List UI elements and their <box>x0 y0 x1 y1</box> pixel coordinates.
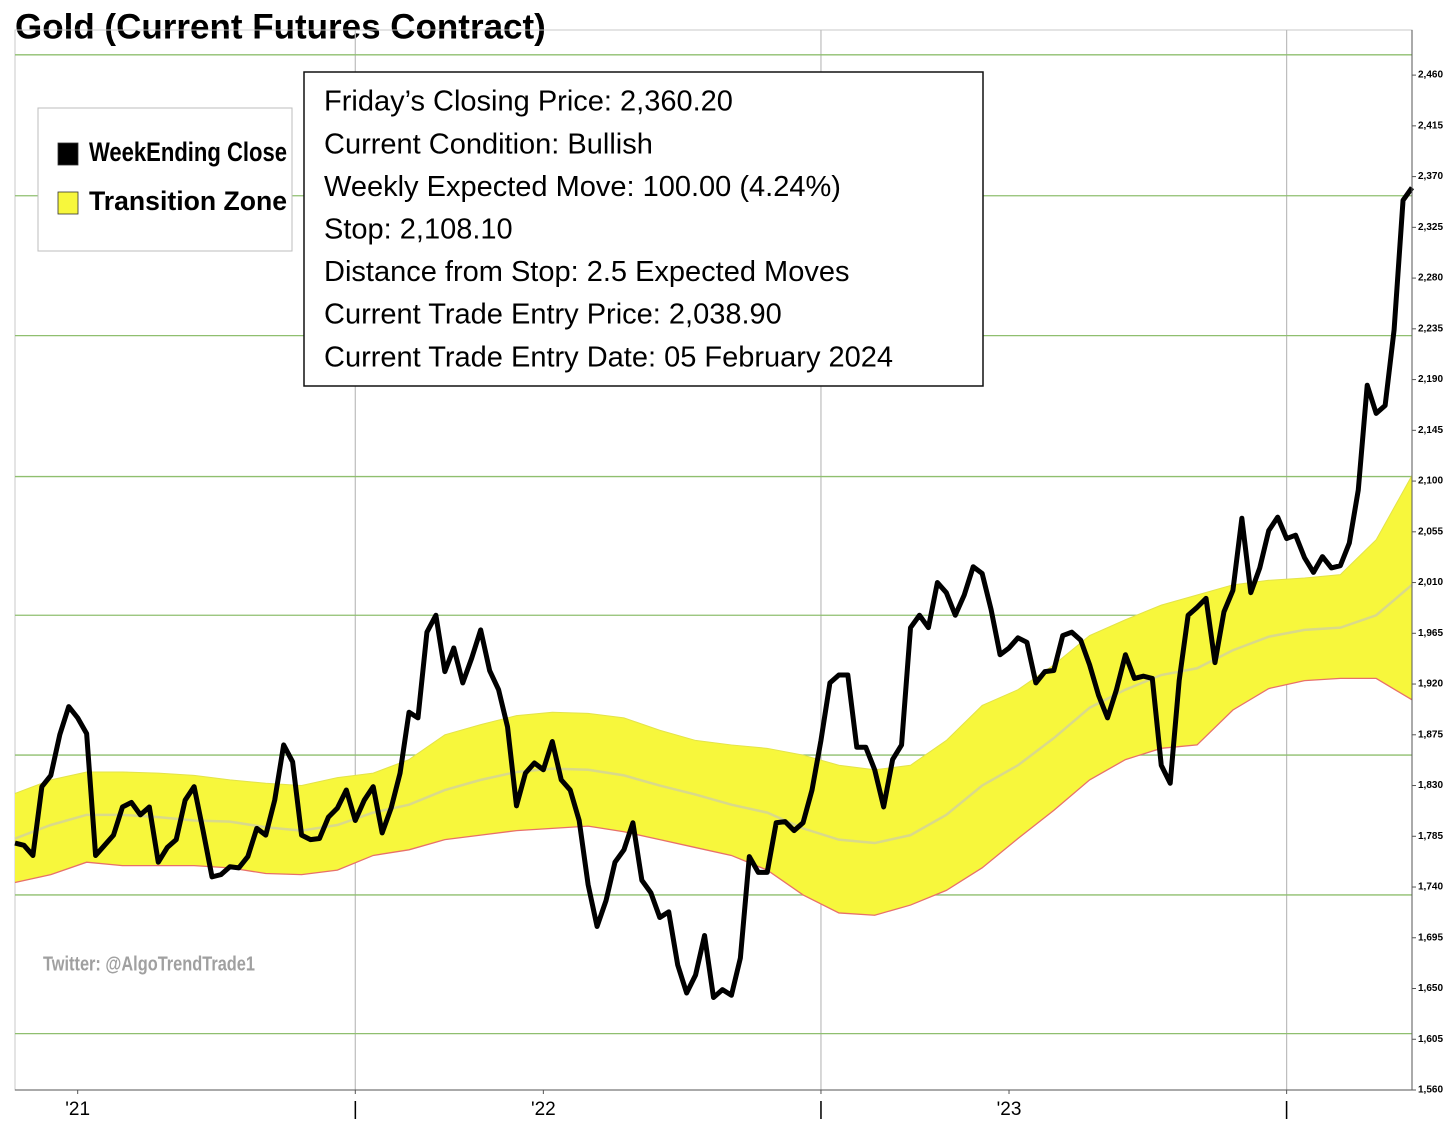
info-line: Distance from Stop: 2.5 Expected Moves <box>324 256 849 288</box>
info-line: Friday’s Closing Price: 2,360.20 <box>324 86 733 118</box>
y-tick-label: 2,325 <box>1418 222 1443 233</box>
info-box: Friday’s Closing Price: 2,360.20 Current … <box>303 71 984 387</box>
y-tick-label: 2,010 <box>1418 577 1443 588</box>
y-tick-label: 1,605 <box>1418 1034 1443 1045</box>
y-tick-label: 1,920 <box>1418 679 1443 690</box>
watermark: Twitter: @AlgoTrendTrade1 <box>43 953 255 975</box>
close-line <box>14 186 1415 1001</box>
y-tick-label: 1,740 <box>1418 882 1443 893</box>
y-tick-label: 1,830 <box>1418 780 1443 791</box>
legend-box <box>37 107 293 252</box>
x-tick-label: | <box>1284 1099 1289 1120</box>
x-tick-label: | <box>353 1099 358 1120</box>
x-tick-label: '23 <box>997 1099 1022 1120</box>
legend-label: WeekEnding Close <box>89 137 287 167</box>
zone-area <box>15 475 1412 916</box>
x-tick-label: '21 <box>65 1099 90 1120</box>
info-box-frame <box>303 71 984 387</box>
y-tick-label: 2,145 <box>1418 425 1443 436</box>
y-tick-label: 1,560 <box>1418 1085 1443 1096</box>
y-tick-label: 2,055 <box>1418 526 1443 537</box>
y-tick-label: 1,785 <box>1418 831 1443 842</box>
legend: WeekEnding Close Transition Zone <box>37 107 293 252</box>
legend-swatch <box>57 142 79 166</box>
y-tick-label: 1,695 <box>1418 932 1443 943</box>
info-line: Current Trade Entry Date: 05 February 20… <box>324 341 893 373</box>
info-line: Weekly Expected Move: 100.00 (4.24%) <box>324 171 841 203</box>
info-line: Current Trade Entry Price: 2,038.90 <box>324 299 782 331</box>
y-tick-label: 2,370 <box>1418 171 1443 182</box>
y-tick-label: 1,650 <box>1418 983 1443 994</box>
chart-title: Gold (Current Futures Contract) <box>15 7 546 46</box>
x-tick-label: '22 <box>531 1099 556 1120</box>
y-tick-label: 2,280 <box>1418 273 1443 284</box>
y-tick-label: 2,100 <box>1418 476 1443 487</box>
legend-label: Transition Zone <box>89 186 287 216</box>
info-line: Current Condition: Bullish <box>324 128 653 160</box>
y-tick-label: 2,190 <box>1418 374 1443 385</box>
zone-lower-edge <box>14 677 1413 916</box>
y-tick-label: 2,460 <box>1418 70 1443 81</box>
y-tick-label: 2,415 <box>1418 120 1443 131</box>
y-tick-label: 2,235 <box>1418 323 1443 334</box>
y-tick-label: 1,965 <box>1418 628 1443 639</box>
x-tick-label: | <box>818 1099 823 1120</box>
zone-upper-edge <box>14 475 1413 794</box>
legend-swatch <box>57 191 79 215</box>
y-tick-label: 1,875 <box>1418 729 1443 740</box>
info-line: Stop: 2,108.10 <box>324 213 513 245</box>
